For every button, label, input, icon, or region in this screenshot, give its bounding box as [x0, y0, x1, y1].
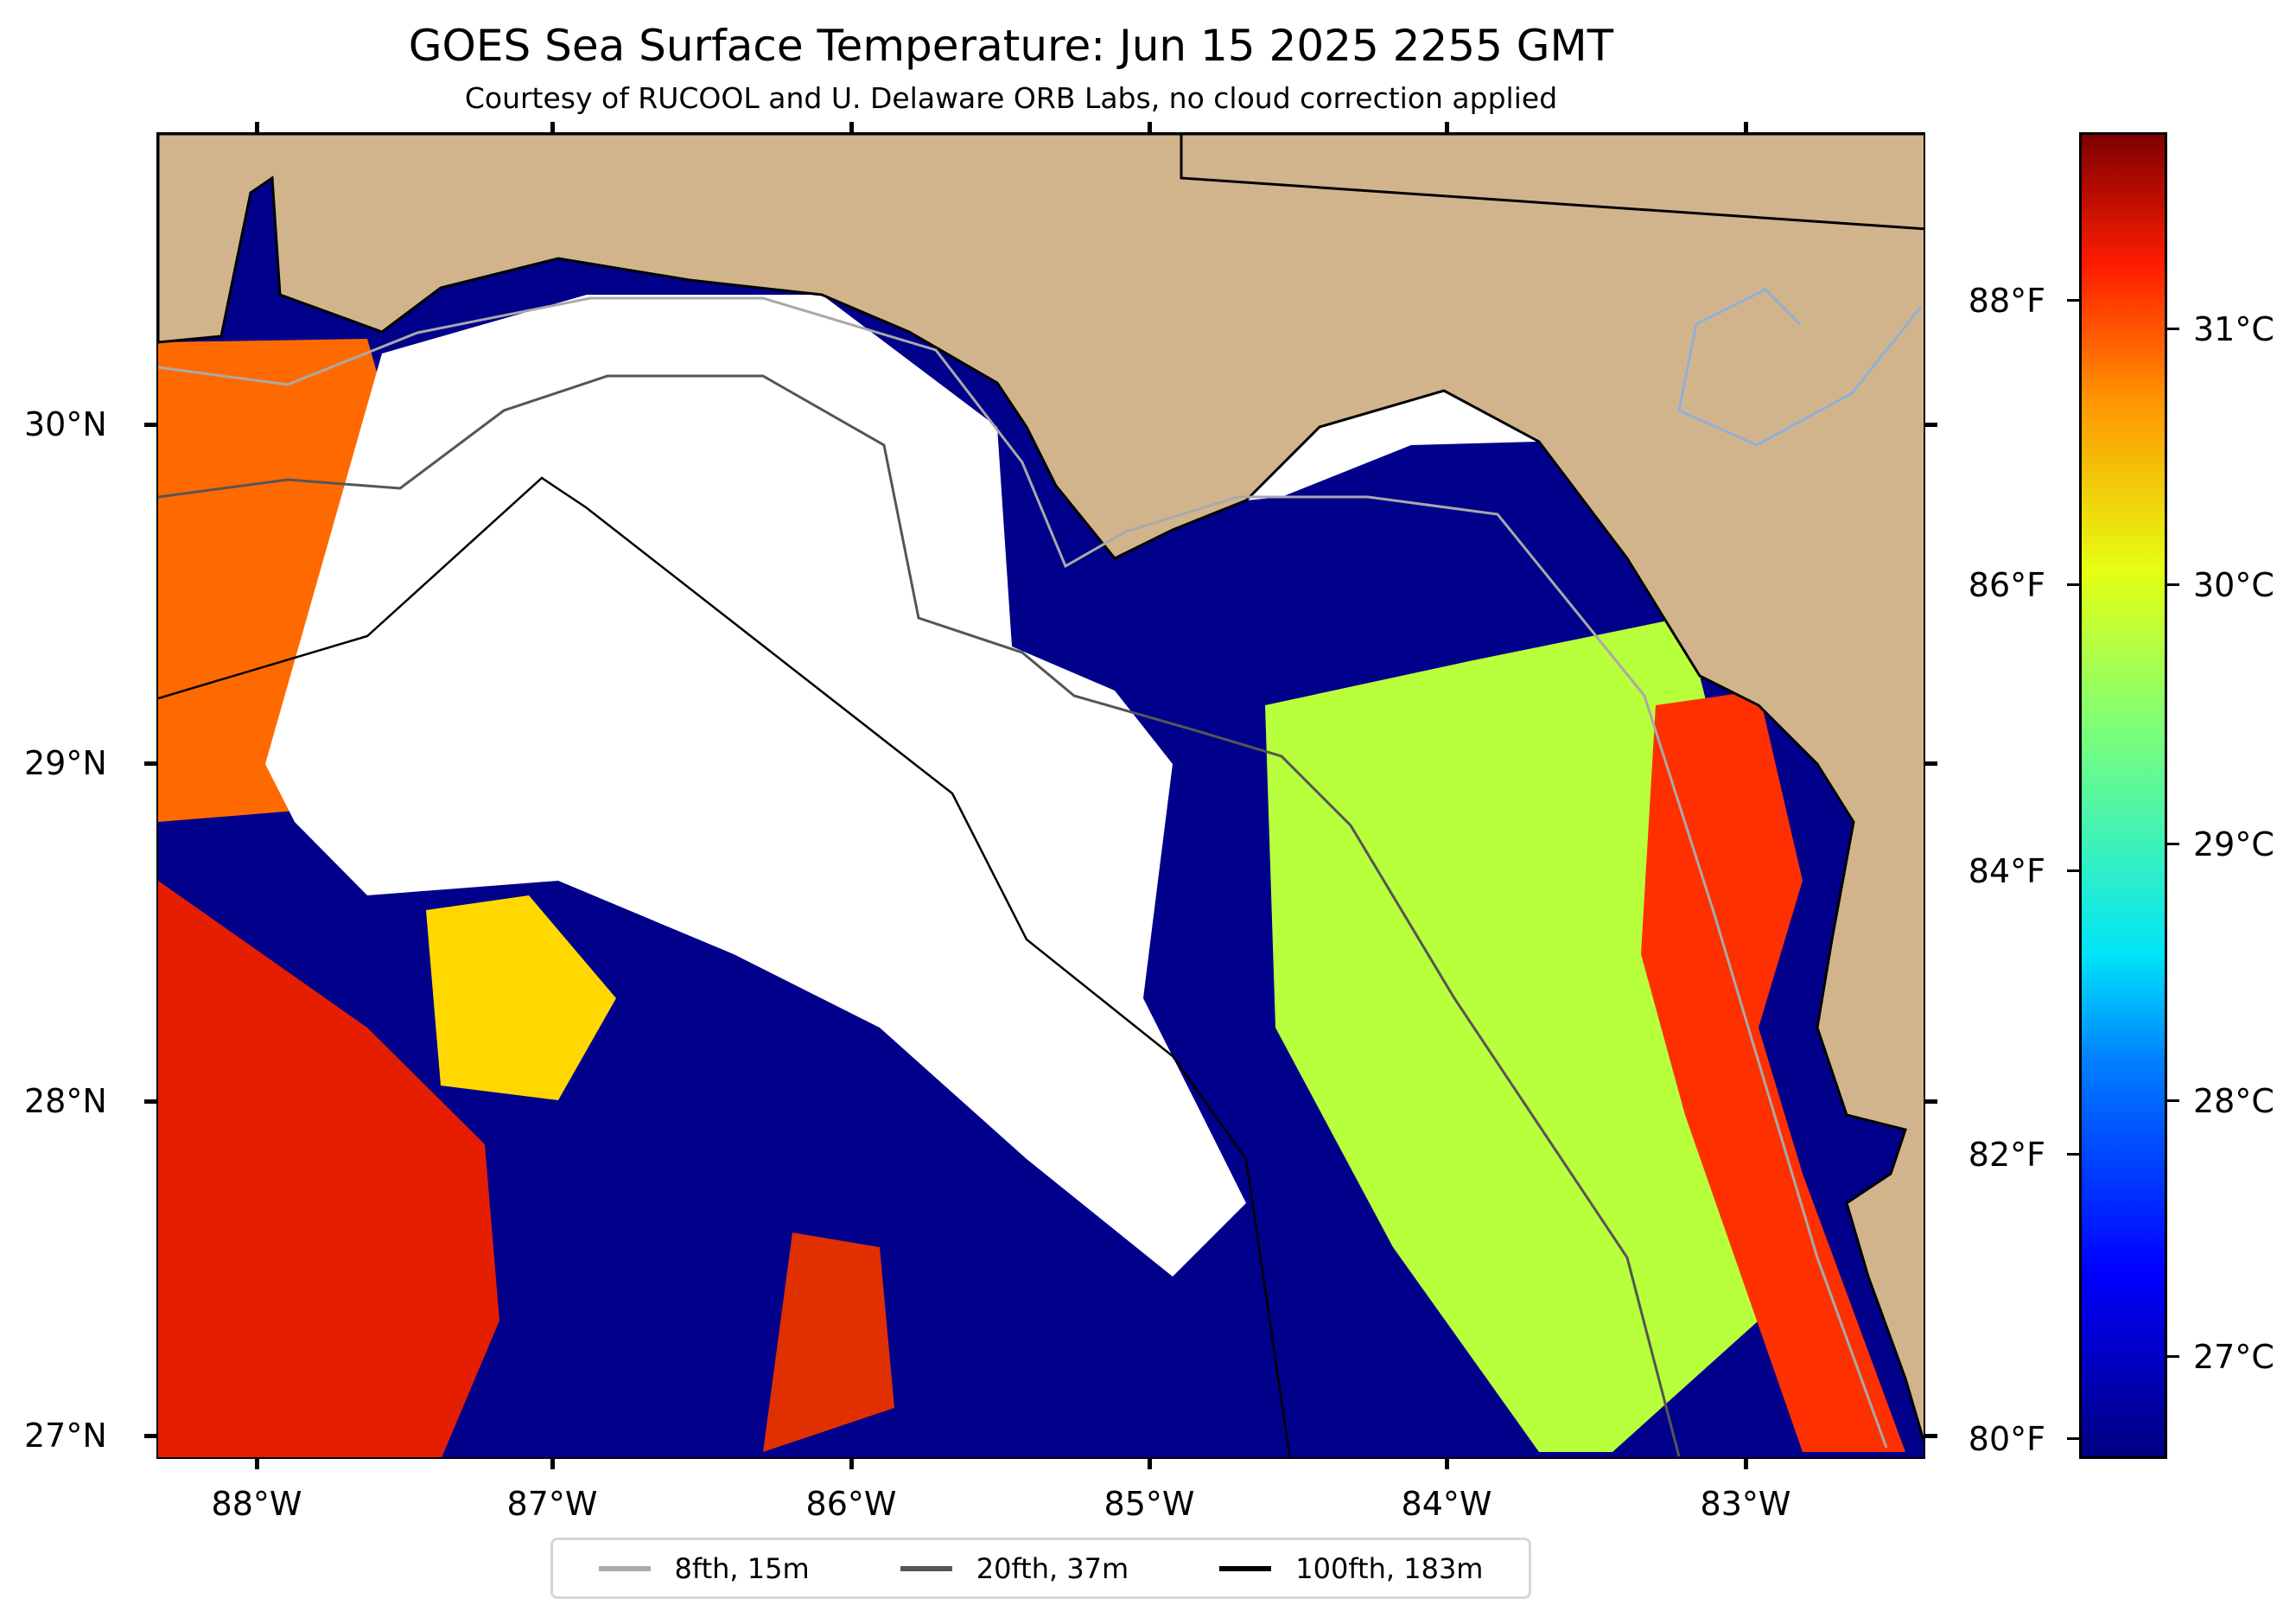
x-tick — [550, 1457, 555, 1469]
y-tick-right — [1925, 761, 1937, 766]
colorbar — [2079, 132, 2167, 1459]
colorbar-f-label: 80°F — [1968, 1420, 2045, 1458]
figure-title: GOES Sea Surface Temperature: Jun 15 202… — [408, 21, 1614, 71]
colorbar-c-tick — [2167, 583, 2179, 586]
legend-label: 20fth, 37m — [976, 1551, 1129, 1585]
x-tick — [255, 1457, 259, 1469]
x-tick-label: 86°W — [805, 1485, 897, 1523]
x-tick — [1744, 1457, 1748, 1469]
colorbar-c-tick — [2167, 328, 2179, 330]
x-tick-top — [1445, 122, 1449, 134]
legend: 8fth, 15m 20fth, 37m 100fth, 183m — [550, 1538, 1531, 1599]
sst-patch-yellow — [426, 895, 616, 1100]
y-tick — [144, 1099, 156, 1104]
y-tick-label: 27°N — [24, 1417, 107, 1455]
x-tick — [849, 1457, 854, 1469]
figure-subtitle: Courtesy of RUCOOL and U. Delaware ORB L… — [464, 81, 1558, 115]
y-tick — [144, 761, 156, 766]
colorbar-f-tick — [2067, 869, 2079, 872]
y-tick-label: 30°N — [24, 405, 107, 443]
colorbar-f-tick — [2067, 1437, 2079, 1440]
x-tick-top — [849, 122, 854, 134]
colorbar-c-tick — [2167, 843, 2179, 845]
sst-patch-west-red — [158, 881, 499, 1457]
x-tick-label: 88°W — [211, 1485, 302, 1523]
colorbar-f-tick — [2067, 299, 2079, 302]
legend-swatch — [598, 1565, 651, 1571]
sst-patch-east-red — [1641, 691, 1905, 1452]
contour-100fth — [158, 476, 1291, 1457]
x-tick-top — [1148, 122, 1152, 134]
colorbar-f-tick — [2067, 583, 2079, 586]
contour-8fth — [158, 296, 1888, 1449]
x-tick-top — [255, 122, 259, 134]
x-tick — [1445, 1457, 1449, 1469]
contour-20fth — [158, 374, 1681, 1457]
y-tick-right — [1925, 1099, 1937, 1104]
legend-label: 100fth, 183m — [1295, 1551, 1484, 1585]
colorbar-c-label: 29°C — [2193, 825, 2274, 863]
legend-swatch — [900, 1565, 952, 1571]
sst-warm-patches — [158, 339, 1905, 1457]
y-tick — [144, 1434, 156, 1438]
y-tick-label: 29°N — [24, 744, 107, 782]
y-tick-right — [1925, 1434, 1937, 1438]
x-tick-top — [550, 122, 555, 134]
colorbar-c-label: 28°C — [2193, 1082, 2274, 1120]
y-tick-label: 28°N — [24, 1082, 107, 1120]
sst-patch-green-yellow — [1265, 617, 1759, 1452]
map-panel — [156, 132, 1925, 1459]
x-tick-label: 85°W — [1103, 1485, 1195, 1523]
colorbar-c-label: 30°C — [2193, 566, 2274, 604]
legend-item-20fth: 20fth, 37m — [900, 1552, 1129, 1585]
x-tick — [1148, 1457, 1152, 1469]
legend-item-100fth: 100fth, 183m — [1219, 1552, 1483, 1585]
colorbar-f-label: 86°F — [1968, 566, 2045, 604]
colorbar-c-label: 27°C — [2193, 1338, 2274, 1376]
colorbar-c-tick — [2167, 1355, 2179, 1358]
state-border — [1180, 134, 1924, 231]
x-tick-label: 87°W — [506, 1485, 598, 1523]
sst-map — [158, 134, 1924, 1457]
colorbar-f-label: 84°F — [1968, 852, 2045, 890]
colorbar-f-tick — [2067, 1153, 2079, 1156]
x-tick-top — [1744, 122, 1748, 134]
cloud-mask — [265, 295, 1246, 1277]
legend-swatch — [1219, 1565, 1272, 1571]
legend-label: 8fth, 15m — [674, 1551, 810, 1585]
river — [1677, 288, 1923, 447]
x-tick-label: 83°W — [1700, 1485, 1791, 1523]
y-tick — [144, 423, 156, 427]
colorbar-f-label: 88°F — [1968, 282, 2045, 320]
land — [158, 134, 1924, 1445]
colorbar-c-label: 31°C — [2193, 310, 2274, 348]
x-tick-label: 84°W — [1401, 1485, 1492, 1523]
y-tick-right — [1925, 423, 1937, 427]
sst-patch-red-south — [763, 1232, 894, 1452]
legend-item-8fth: 8fth, 15m — [598, 1551, 810, 1585]
cloud-mask-bigbend — [1246, 391, 1539, 500]
colorbar-c-tick — [2167, 1099, 2179, 1102]
colorbar-f-label: 82°F — [1968, 1136, 2045, 1174]
